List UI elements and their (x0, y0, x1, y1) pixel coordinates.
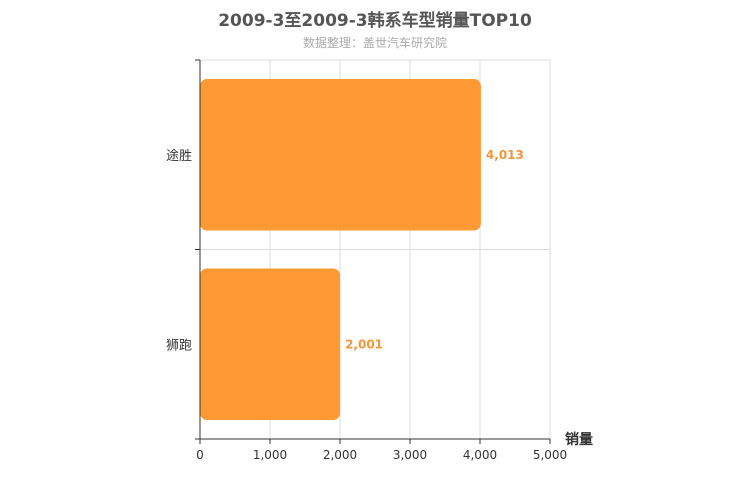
x-tick-label: 0 (196, 448, 204, 462)
y-tick-label: 狮跑 (166, 338, 192, 353)
data-label: 4,013 (486, 148, 524, 162)
x-tick-label: 3,000 (393, 448, 427, 462)
x-tick-label: 1,000 (253, 448, 287, 462)
chart-subtitle: 数据整理：盖世汽车研究院 (302, 36, 447, 50)
bar (200, 268, 341, 420)
x-axis-label: 销量 (565, 431, 593, 448)
y-tick-label: 途胜 (166, 148, 192, 164)
chart-title: 2009-3至2009-3韩系车型销量TOP10 (218, 11, 532, 31)
x-tick-label: 5,000 (533, 448, 567, 462)
x-tick-label: 2,000 (323, 448, 357, 462)
x-tick-label: 4,000 (463, 448, 497, 462)
bar (200, 79, 481, 231)
data-label: 2,001 (345, 337, 383, 351)
